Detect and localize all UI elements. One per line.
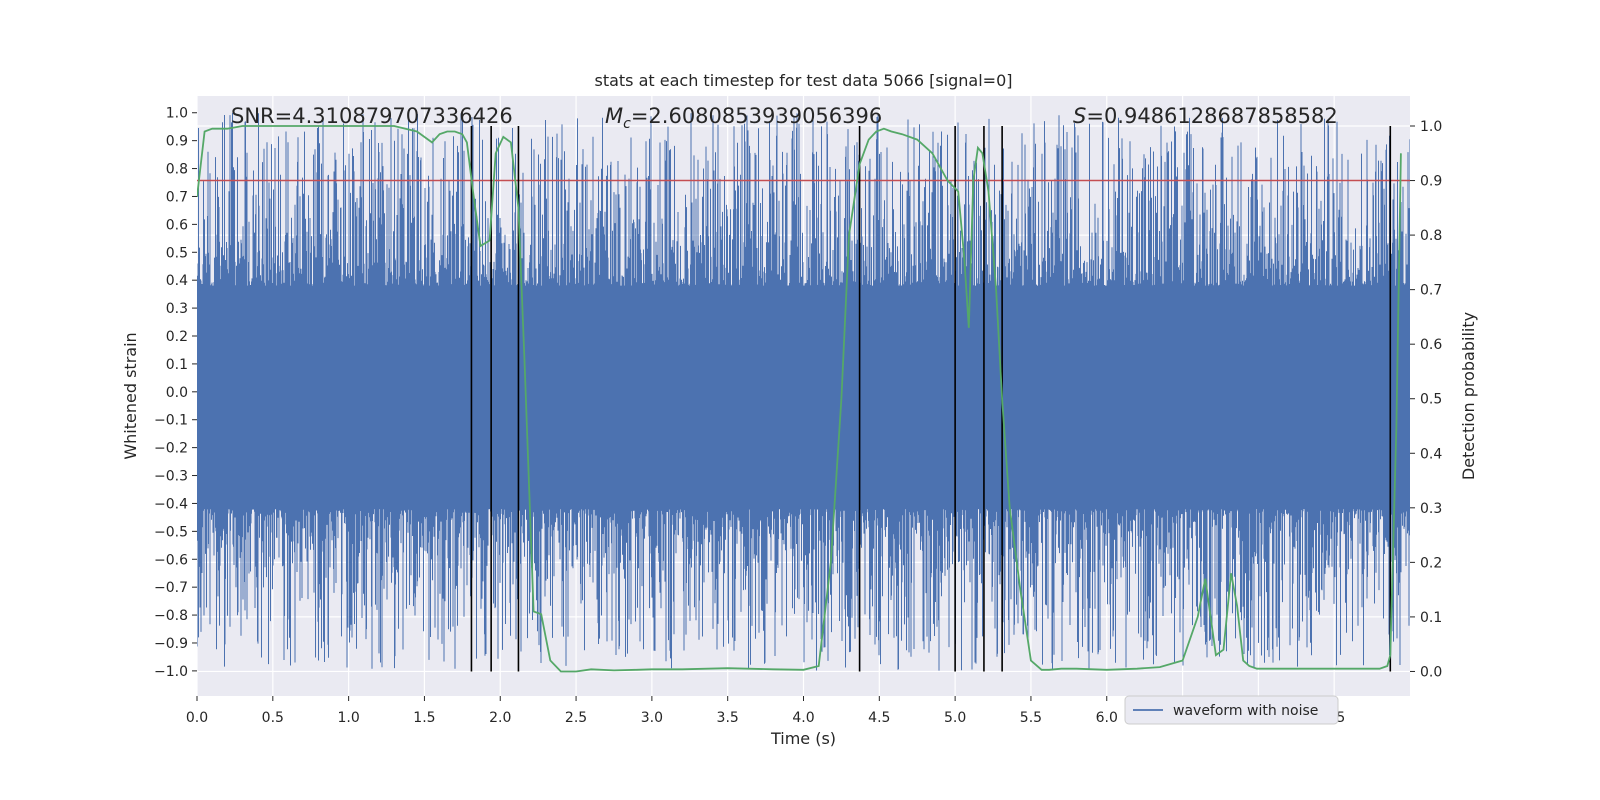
x-tick-label: 2.0 <box>489 710 511 726</box>
s-value: =0.9486128687858582 <box>1086 104 1337 128</box>
x-axis-label: Time (s) <box>770 729 836 748</box>
left-tick-label: 0.3 <box>166 301 188 317</box>
right-tick-label: 1.0 <box>1420 119 1442 135</box>
left-tick-label: 0.6 <box>166 217 188 233</box>
left-tick-label: 0.0 <box>166 385 188 401</box>
waveform-trace <box>197 112 1410 671</box>
mc-symbol: M <box>605 104 623 128</box>
left-tick-label: 0.1 <box>166 357 188 373</box>
snr-annotation: SNR=4.310879707336426 <box>231 104 513 128</box>
left-tick-label: −0.8 <box>154 608 188 624</box>
right-tick-label: 0.5 <box>1420 392 1442 408</box>
y-axis-label-left: Whitened strain <box>121 332 140 459</box>
legend: waveform with noise <box>1124 695 1339 725</box>
left-tick-label: −0.1 <box>154 413 188 429</box>
s-symbol: S <box>1073 104 1086 128</box>
chirp-mass-annotation: Mc=2.6080853939056396 <box>605 104 882 132</box>
left-tick-label: 0.2 <box>166 329 188 345</box>
x-tick-label: 3.0 <box>641 710 663 726</box>
right-tick-label: 0.9 <box>1420 174 1442 190</box>
left-tick-label: −0.9 <box>154 636 188 652</box>
left-tick-label: −0.6 <box>154 552 188 568</box>
x-tick-label: 0.5 <box>262 710 284 726</box>
right-tick-label: 0.1 <box>1420 610 1442 626</box>
right-tick-label: 0.2 <box>1420 555 1442 571</box>
left-tick-label: 0.4 <box>166 273 188 289</box>
right-tick-label: 0.7 <box>1420 283 1442 299</box>
x-tick-label: 2.5 <box>565 710 587 726</box>
x-tick-label: 6.0 <box>1096 710 1118 726</box>
legend-box <box>1124 695 1339 725</box>
x-tick-label: 5.5 <box>1020 710 1042 726</box>
left-tick-label: 1.0 <box>166 106 188 122</box>
waveform-series <box>197 112 1410 671</box>
left-tick-label: −0.2 <box>154 441 188 457</box>
x-tick-label: 1.5 <box>413 710 435 726</box>
mc-subscript: c <box>623 116 631 132</box>
right-axis-ticks: 1.0 0.9 0.8 0.7 0.6 0.5 0.4 0.3 0.2 0.1 0.0 <box>1410 119 1442 680</box>
right-tick-label: 0.3 <box>1420 501 1442 517</box>
left-tick-label: 0.7 <box>166 189 188 205</box>
legend-label: waveform with noise <box>1173 703 1318 719</box>
left-tick-label: 0.5 <box>166 245 188 261</box>
right-tick-label: 0.0 <box>1420 664 1442 680</box>
left-tick-label: 0.9 <box>166 134 188 150</box>
chart-title: stats at each timestep for test data 506… <box>594 71 1012 90</box>
x-tick-label: 1.0 <box>337 710 359 726</box>
x-tick-label: 4.0 <box>792 710 814 726</box>
x-tick-label: 3.5 <box>717 710 739 726</box>
x-tick-label: 5.0 <box>944 710 966 726</box>
left-tick-label: −0.7 <box>154 580 188 596</box>
left-tick-label: −0.5 <box>154 524 188 540</box>
x-tick-label: 4.5 <box>868 710 890 726</box>
right-tick-label: 0.6 <box>1420 337 1442 353</box>
detection-probability-line <box>197 125 1402 673</box>
left-tick-label: −0.3 <box>154 469 188 485</box>
mc-value: =2.6080853939056396 <box>631 104 882 128</box>
spin-annotation: S=0.9486128687858582 <box>1073 104 1338 128</box>
right-tick-label: 0.8 <box>1420 228 1442 244</box>
right-tick-label: 0.4 <box>1420 446 1442 462</box>
left-tick-label: −0.4 <box>154 496 188 512</box>
left-axis-ticks: 1.0 0.9 0.8 0.7 0.6 0.5 0.4 0.3 0.2 0.1 0.0 −0.1 −0.… <box>154 106 197 680</box>
left-tick-label: −1.0 <box>154 664 188 680</box>
left-tick-label: 0.8 <box>166 162 188 178</box>
x-tick-label: 0.0 <box>186 710 208 726</box>
y-axis-label-right: Detection probability <box>1459 312 1478 480</box>
